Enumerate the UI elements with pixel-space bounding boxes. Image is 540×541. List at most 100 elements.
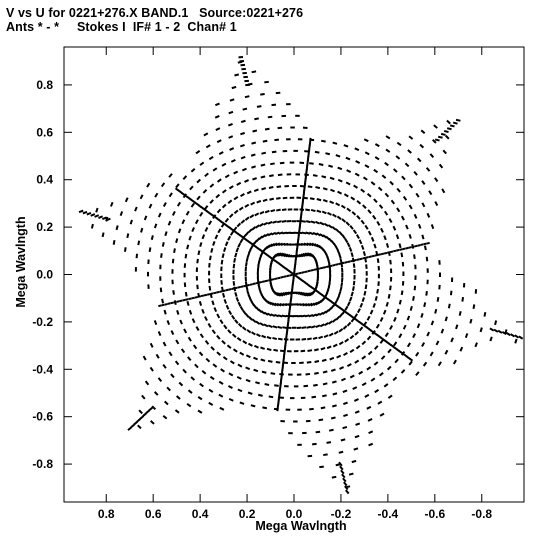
uv-point xyxy=(354,172,360,177)
uv-point xyxy=(236,181,242,186)
uv-point xyxy=(197,396,203,401)
uv-point xyxy=(267,221,273,225)
uv-point xyxy=(279,161,285,165)
uv-point xyxy=(392,376,398,382)
uv-point xyxy=(224,241,229,247)
uv-point xyxy=(345,181,351,186)
uv-point xyxy=(293,149,298,152)
uv-point xyxy=(159,287,163,293)
uv-point xyxy=(199,382,204,388)
uv-point xyxy=(415,192,420,198)
uv-point xyxy=(354,331,359,336)
uv-point xyxy=(209,292,214,296)
uv-point xyxy=(272,325,278,329)
uv-point xyxy=(350,252,354,258)
uv-point xyxy=(237,285,241,289)
uv-point xyxy=(328,428,334,432)
uv-point xyxy=(233,196,239,201)
uv-point xyxy=(231,314,236,320)
uv-point xyxy=(255,224,260,229)
uv-point xyxy=(329,200,335,205)
x-tick-label: 0.6 xyxy=(145,507,162,521)
uv-point xyxy=(251,141,257,145)
uv-point xyxy=(244,276,247,282)
uv-point xyxy=(239,351,245,356)
uv-point xyxy=(297,314,302,318)
uv-point xyxy=(232,275,235,280)
uv-point xyxy=(229,98,235,102)
uv-point xyxy=(344,238,349,244)
uv-point xyxy=(260,92,265,96)
uv-point xyxy=(204,172,209,178)
uv-point xyxy=(170,373,175,379)
uv-point xyxy=(223,247,227,252)
uv-point xyxy=(195,276,198,281)
uv-point xyxy=(332,213,337,218)
uv-point xyxy=(150,235,154,240)
uv-point xyxy=(374,345,379,350)
uv-point xyxy=(452,121,458,125)
uv-point xyxy=(401,261,405,267)
uv-point xyxy=(251,318,257,323)
uv-point xyxy=(186,402,192,408)
uv-point xyxy=(414,275,417,280)
uv-point xyxy=(270,162,275,166)
uv-point xyxy=(233,257,237,263)
uv-point xyxy=(252,282,256,286)
uv-point xyxy=(396,141,402,147)
uv-point xyxy=(205,357,211,363)
uv-point xyxy=(373,243,377,249)
uv-point xyxy=(253,368,259,373)
uv-point xyxy=(227,123,233,127)
uv-point xyxy=(182,175,188,180)
uv-point xyxy=(95,207,99,213)
uv-point xyxy=(281,114,287,118)
uv-point xyxy=(421,342,426,347)
uv-point xyxy=(333,330,339,335)
uv-point xyxy=(308,242,314,247)
uv-point xyxy=(176,395,181,400)
uv-point xyxy=(296,373,302,376)
uv-point xyxy=(389,324,394,330)
uv-point xyxy=(340,282,344,287)
uv-point xyxy=(493,328,499,333)
uv-point xyxy=(312,231,318,236)
uv-point xyxy=(331,475,337,479)
uv-point xyxy=(144,380,150,386)
uv-point xyxy=(345,156,351,161)
uv-point xyxy=(228,110,234,115)
uv-point xyxy=(364,224,369,230)
uv-point xyxy=(232,263,236,269)
uv-point xyxy=(293,208,299,211)
uv-point xyxy=(314,348,319,352)
uv-point xyxy=(324,322,329,327)
uv-point xyxy=(405,224,409,230)
uv-point xyxy=(408,135,414,140)
uv-point xyxy=(245,378,251,383)
uv-point xyxy=(312,442,317,446)
uv-point xyxy=(184,291,188,297)
uv-point xyxy=(220,266,223,272)
uv-point xyxy=(112,240,116,245)
uv-point xyxy=(218,380,224,385)
uv-point xyxy=(362,256,366,260)
uv-point xyxy=(192,344,198,350)
uv-point xyxy=(162,341,167,347)
uv-point xyxy=(168,351,173,357)
uv-point xyxy=(219,406,225,411)
uv-point xyxy=(185,298,189,301)
uv-point xyxy=(230,158,236,163)
uv-point xyxy=(178,381,184,387)
uv-point xyxy=(242,340,248,345)
x-tick-label: 0.0 xyxy=(286,507,303,521)
y-tick-label: 0.0 xyxy=(36,268,53,282)
y-axis: 0.8 0.6 0.4 0.2 0.0 -0.2 -0.4 -0.6 -0.8 xyxy=(32,78,524,471)
uv-point xyxy=(295,173,301,176)
uv-point xyxy=(293,315,298,318)
uv-point xyxy=(420,313,424,318)
uv-point xyxy=(374,388,380,394)
uv-point xyxy=(221,339,226,345)
uv-point xyxy=(263,221,269,226)
uv-point xyxy=(162,363,167,369)
